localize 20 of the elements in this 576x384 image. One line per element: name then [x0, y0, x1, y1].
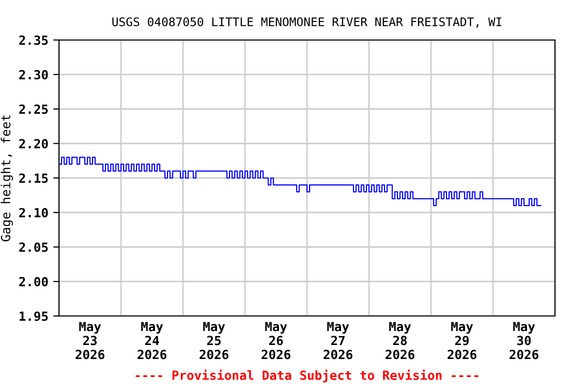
y-tick-label: 1.95	[20, 312, 48, 321]
chart-title: USGS 04087050 LITTLE MENOMONEE RIVER NEAR FREISTADT, WI	[112, 17, 502, 28]
x-tick-label: May 30 2026	[510, 322, 538, 360]
x-tick-label: May 26 2026	[262, 322, 290, 360]
text: ---- Provisional Data Subject to Revision ----	[136, 370, 478, 382]
x-tick-label: May 24 2026	[138, 322, 166, 360]
x-tick-label: May 29 2026	[448, 322, 476, 360]
y-tick-label: 2.20	[19, 138, 48, 148]
y-tick-label: 2.10	[19, 208, 48, 218]
x-tick-label: May 27 2026	[324, 322, 352, 360]
y-tick-label: 2.00	[19, 276, 48, 286]
y-axis-title: Gage height, feet	[0, 115, 13, 242]
x-tick-label: May 28 2026	[386, 322, 414, 360]
x-tick-label: May 23 2026	[76, 322, 104, 360]
y-tick-label: 2.30	[19, 70, 48, 80]
y-tick-label: 2.35	[19, 35, 48, 45]
x-tick-label: May 25 2026	[200, 322, 228, 360]
y-tick-label: 2.25	[19, 104, 48, 114]
y-tick-label: 2.05	[19, 242, 48, 252]
y-tick-label: 2.15	[19, 173, 48, 183]
